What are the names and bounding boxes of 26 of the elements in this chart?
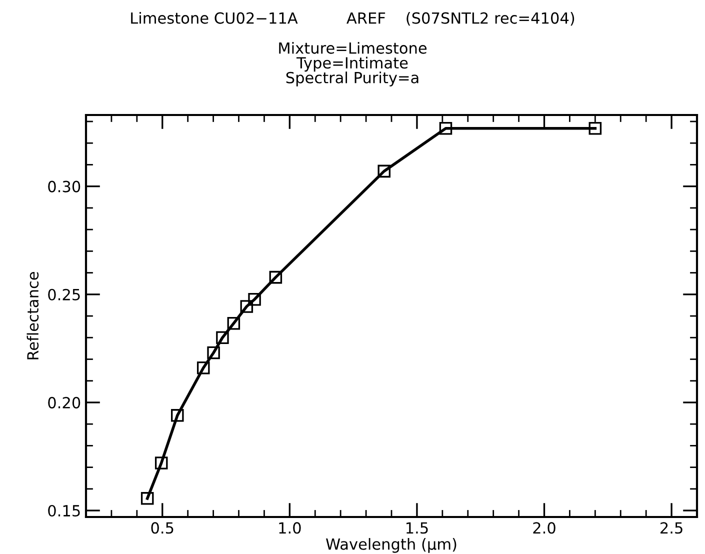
point	[378, 164, 391, 178]
x-tick-label: 1.5	[406, 522, 428, 534]
chart-title: Limestone CU02−11A AREF (S07SNTL2 rec=4104)	[131, 12, 574, 26]
point	[269, 270, 282, 284]
y-tick-label: 0.25	[48, 288, 80, 300]
point	[196, 361, 210, 374]
y-tick-label: 0.20	[48, 396, 80, 408]
y-tick-label: 0.15	[48, 504, 80, 517]
point	[439, 122, 452, 135]
chart-subtitle: Mixture=Limestone Type=Intimate Spectral Purity=a	[279, 42, 427, 86]
point	[227, 316, 240, 330]
point	[171, 409, 184, 422]
x-axis-title: Wavelength (μm)	[326, 538, 456, 553]
point	[154, 456, 168, 470]
point	[588, 122, 602, 135]
x-tick-label: 1.0	[279, 522, 301, 534]
y-axis-title: Reflectance	[26, 272, 39, 360]
point	[207, 346, 220, 360]
y-tick-label: 0.30	[48, 180, 80, 192]
point	[240, 300, 254, 313]
x-tick-label: 2.5	[660, 522, 682, 534]
point	[216, 331, 229, 344]
point	[140, 492, 154, 505]
point	[248, 292, 261, 306]
x-tick-label: 0.5	[151, 522, 174, 534]
x-tick-label: 2.0	[533, 522, 556, 534]
